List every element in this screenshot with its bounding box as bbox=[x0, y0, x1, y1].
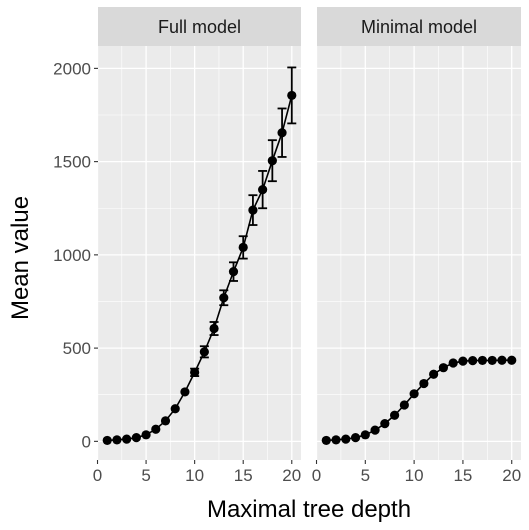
data-point bbox=[389, 410, 400, 420]
x-tick-label: 5 bbox=[361, 466, 370, 485]
x-axis: 0 5 10 15 20 0 5 10 15 20 bbox=[93, 460, 521, 485]
panel-1: Full model bbox=[96, 7, 301, 460]
data-point bbox=[458, 356, 468, 366]
y-tick-label: 0 bbox=[82, 432, 91, 451]
data-point bbox=[399, 400, 409, 410]
data-point bbox=[419, 378, 429, 389]
facet-title: Full model bbox=[158, 17, 241, 37]
data-point bbox=[429, 369, 439, 379]
data-point bbox=[131, 433, 141, 443]
data-point bbox=[477, 355, 488, 366]
data-point bbox=[141, 430, 151, 440]
panel-background bbox=[317, 46, 521, 460]
y-tick-label: 2000 bbox=[53, 59, 91, 78]
data-point bbox=[199, 347, 209, 357]
x-tick-label: 10 bbox=[185, 466, 204, 485]
data-point bbox=[258, 184, 268, 195]
x-axis-title: Maximal tree depth bbox=[207, 496, 411, 523]
facet-strip bbox=[317, 7, 521, 46]
data-point bbox=[102, 435, 112, 446]
y-tick-label: 500 bbox=[63, 339, 91, 358]
x-tick-label: 20 bbox=[502, 466, 521, 485]
data-point bbox=[122, 434, 132, 444]
data-point bbox=[507, 355, 517, 365]
data-point bbox=[360, 430, 370, 440]
panel-2: Minimal model bbox=[315, 7, 521, 460]
panels: Full model Minimal model bbox=[96, 7, 521, 460]
data-point bbox=[341, 434, 351, 444]
y-axis: 0 500 1000 1500 2000 bbox=[53, 59, 98, 451]
y-tick-label: 1000 bbox=[53, 246, 91, 265]
data-point bbox=[228, 267, 239, 277]
data-point bbox=[487, 355, 497, 366]
data-point bbox=[277, 128, 287, 138]
facet-strip bbox=[98, 7, 301, 46]
data-point bbox=[380, 419, 390, 429]
data-point bbox=[238, 242, 248, 253]
data-point bbox=[409, 389, 419, 399]
data-point bbox=[370, 425, 380, 435]
data-point bbox=[180, 387, 190, 397]
data-point bbox=[438, 363, 449, 373]
data-point bbox=[209, 323, 219, 334]
x-tick-label: 0 bbox=[93, 466, 102, 485]
data-point bbox=[497, 355, 507, 365]
data-point bbox=[112, 435, 122, 445]
y-axis-title: Mean value bbox=[7, 196, 34, 320]
y-tick-label: 1500 bbox=[53, 153, 91, 172]
x-tick-label: 15 bbox=[234, 466, 253, 485]
data-point bbox=[267, 156, 277, 166]
data-point bbox=[170, 404, 180, 414]
facet-title: Minimal model bbox=[361, 17, 477, 37]
data-point bbox=[160, 416, 171, 426]
data-point bbox=[350, 433, 361, 443]
panel-background bbox=[98, 46, 301, 460]
data-point bbox=[287, 90, 297, 101]
data-point bbox=[151, 424, 161, 434]
data-point bbox=[468, 356, 478, 366]
data-point bbox=[219, 293, 229, 303]
x-tick-label: 15 bbox=[453, 466, 472, 485]
data-point bbox=[321, 435, 331, 446]
data-point bbox=[248, 205, 258, 215]
x-tick-label: 10 bbox=[405, 466, 424, 485]
x-tick-label: 0 bbox=[312, 466, 321, 485]
data-point bbox=[448, 358, 458, 368]
x-tick-label: 5 bbox=[141, 466, 150, 485]
data-point bbox=[331, 435, 341, 445]
data-point bbox=[190, 367, 200, 377]
x-tick-label: 20 bbox=[282, 466, 301, 485]
